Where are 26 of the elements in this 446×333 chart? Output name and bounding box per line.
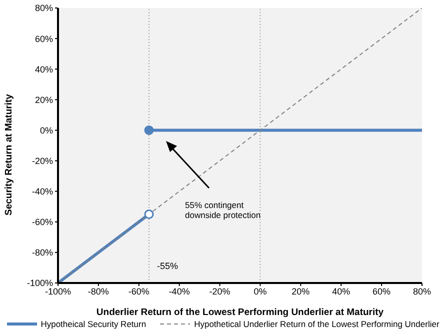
annotation: -55% [157,261,178,271]
x-tick-label: -20% [209,286,230,296]
y-tick-label: -20% [32,156,53,166]
x-axis-title: Underlier Return of the Lowest Performing Underlier at Maturity [96,307,384,318]
y-tick-label: -80% [32,248,53,258]
y-tick-label: 80% [34,3,53,14]
x-tick-label: 40% [332,286,350,296]
y-tick-label: 0% [40,125,53,136]
legend-label: Hypothetical Underlier Return of the Lowest Performing Underlier [194,319,440,329]
y-tick-label: 40% [34,64,53,74]
x-tick-label: -80% [88,286,109,296]
x-tick-label: -40% [168,286,190,296]
x-tick-label: 20% [292,286,310,296]
x-tick-label: -60% [128,286,150,296]
y-tick-label: 20% [34,94,53,105]
x-tick-label: -100% [44,286,72,296]
y-tick-label: -60% [32,217,53,228]
legend-label: Hypotheical Security Return [40,319,146,329]
x-tick-label: 0% [254,286,267,296]
annotation: 55% contingent downside protection [185,200,262,220]
x-tick-label: 60% [372,286,391,296]
y-tick-label: -100% [26,278,53,288]
y-tick-label: 60% [34,34,53,44]
x-tick-label: 80% [412,286,432,296]
y-axis-title: Security Return at Maturity [3,93,14,216]
y-tick-label: -40% [32,186,53,197]
